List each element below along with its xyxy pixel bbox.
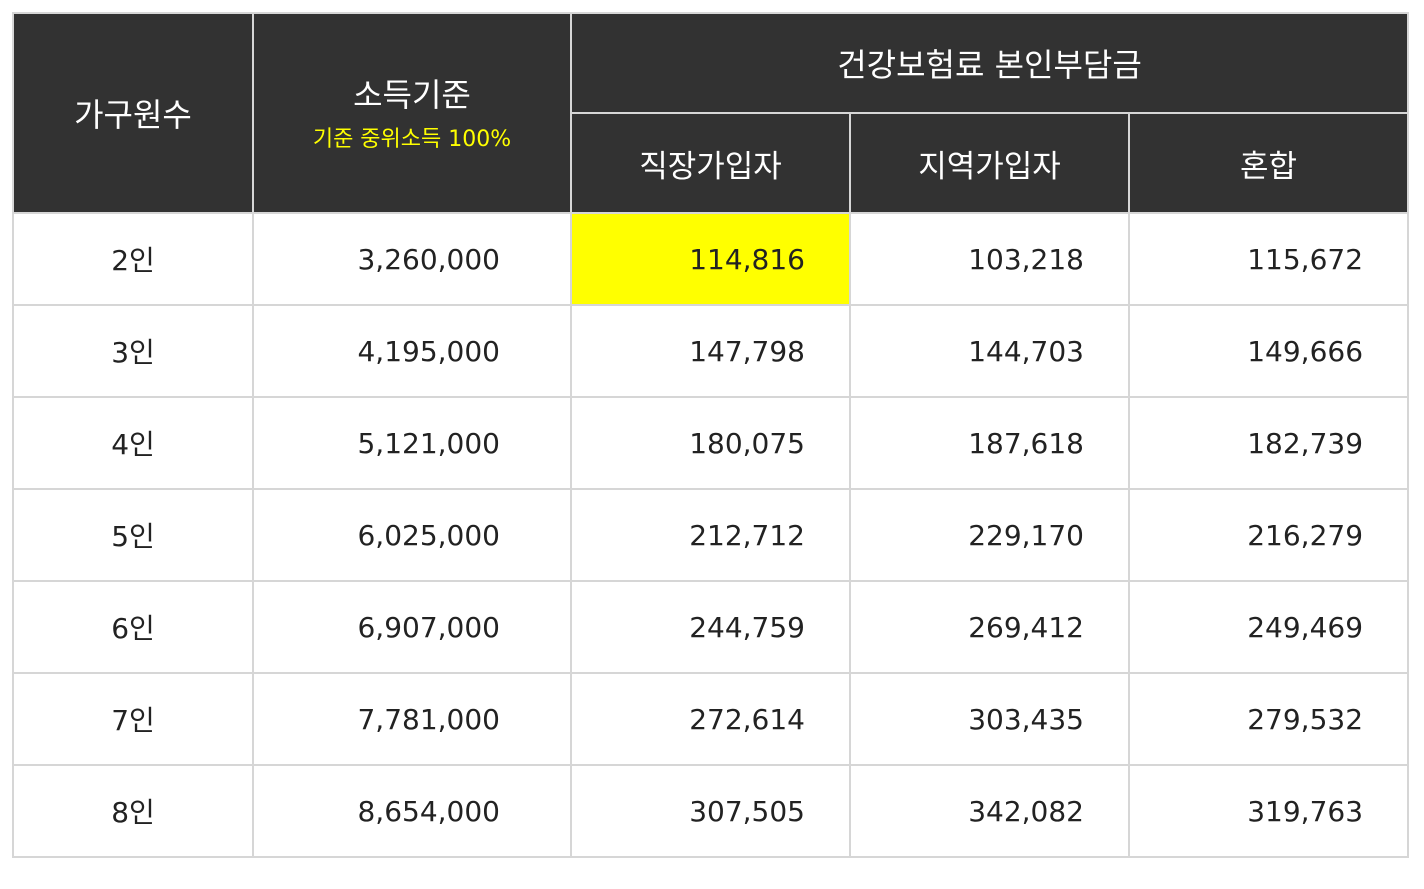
household-cell: 6인 bbox=[12, 580, 254, 674]
mixed-premium-cell: 149,666 bbox=[1127, 304, 1410, 398]
employee-premium-cell: 272,614 bbox=[570, 672, 851, 766]
household-cell: 7인 bbox=[12, 672, 254, 766]
table-row: 2인 3,260,000 114,816 103,218 115,672 bbox=[12, 212, 1410, 306]
table-row: 8인 8,654,000 307,505 342,082 319,763 bbox=[12, 764, 1410, 858]
employee-premium-cell: 147,798 bbox=[570, 304, 851, 398]
header-household: 가구원수 bbox=[12, 12, 254, 214]
household-cell: 3인 bbox=[12, 304, 254, 398]
table-row: 5인 6,025,000 212,712 229,170 216,279 bbox=[12, 488, 1410, 582]
table-row: 7인 7,781,000 272,614 303,435 279,532 bbox=[12, 672, 1410, 766]
household-cell: 2인 bbox=[12, 212, 254, 306]
employee-premium-cell: 212,712 bbox=[570, 488, 851, 582]
regional-premium-cell: 229,170 bbox=[849, 488, 1130, 582]
regional-premium-cell: 342,082 bbox=[849, 764, 1130, 858]
regional-premium-cell: 103,218 bbox=[849, 212, 1130, 306]
header-row-top: 가구원수 소득기준 기준 중위소득 100% 건강보험료 본인부담금 bbox=[12, 12, 1410, 214]
table-row: 3인 4,195,000 147,798 144,703 149,666 bbox=[12, 304, 1410, 398]
employee-premium-cell: 244,759 bbox=[570, 580, 851, 674]
header-mixed: 혼합 bbox=[1127, 112, 1410, 214]
mixed-premium-cell: 279,532 bbox=[1127, 672, 1410, 766]
mixed-premium-cell: 115,672 bbox=[1127, 212, 1410, 306]
header-row-bottom: 직장가입자 지역가입자 혼합 bbox=[13, 112, 1410, 214]
income-cell: 8,654,000 bbox=[252, 764, 572, 858]
mixed-premium-cell: 182,739 bbox=[1127, 396, 1410, 490]
income-cell: 6,907,000 bbox=[252, 580, 572, 674]
table-header: 가구원수 소득기준 기준 중위소득 100% 건강보험료 본인부담금 직장가입자… bbox=[12, 12, 1410, 214]
income-cell: 6,025,000 bbox=[252, 488, 572, 582]
mixed-premium-cell: 249,469 bbox=[1127, 580, 1410, 674]
household-cell: 5인 bbox=[12, 488, 254, 582]
employee-premium-cell: 307,505 bbox=[570, 764, 851, 858]
regional-premium-cell: 303,435 bbox=[849, 672, 1130, 766]
table-body: 2인 3,260,000 114,816 103,218 115,672 3인 … bbox=[12, 212, 1410, 858]
table-row: 4인 5,121,000 180,075 187,618 182,739 bbox=[12, 396, 1410, 490]
household-cell: 8인 bbox=[12, 764, 254, 858]
table-row: 6인 6,907,000 244,759 269,412 249,469 bbox=[12, 580, 1410, 674]
header-income-subtitle: 기준 중위소득 100% bbox=[312, 127, 512, 152]
header-premium-group: 건강보험료 본인부담금 bbox=[569, 12, 1410, 114]
employee-premium-cell-highlighted: 114,816 bbox=[570, 212, 851, 306]
header-regional: 지역가입자 bbox=[849, 112, 1130, 214]
header-employee: 직장가입자 bbox=[570, 112, 851, 214]
health-premium-table: 가구원수 소득기준 기준 중위소득 100% 건강보험료 본인부담금 직장가입자… bbox=[12, 12, 1410, 858]
employee-premium-cell: 180,075 bbox=[570, 396, 851, 490]
household-cell: 4인 bbox=[12, 396, 254, 490]
mixed-premium-cell: 319,763 bbox=[1127, 764, 1410, 858]
income-cell: 5,121,000 bbox=[252, 396, 572, 490]
header-income: 소득기준 기준 중위소득 100% bbox=[252, 12, 572, 214]
income-cell: 7,781,000 bbox=[252, 672, 572, 766]
regional-premium-cell: 187,618 bbox=[849, 396, 1130, 490]
income-cell: 4,195,000 bbox=[252, 304, 572, 398]
header-income-title: 소득기준 bbox=[353, 76, 471, 114]
income-cell: 3,260,000 bbox=[252, 212, 572, 306]
mixed-premium-cell: 216,279 bbox=[1127, 488, 1410, 582]
regional-premium-cell: 269,412 bbox=[849, 580, 1130, 674]
regional-premium-cell: 144,703 bbox=[849, 304, 1130, 398]
